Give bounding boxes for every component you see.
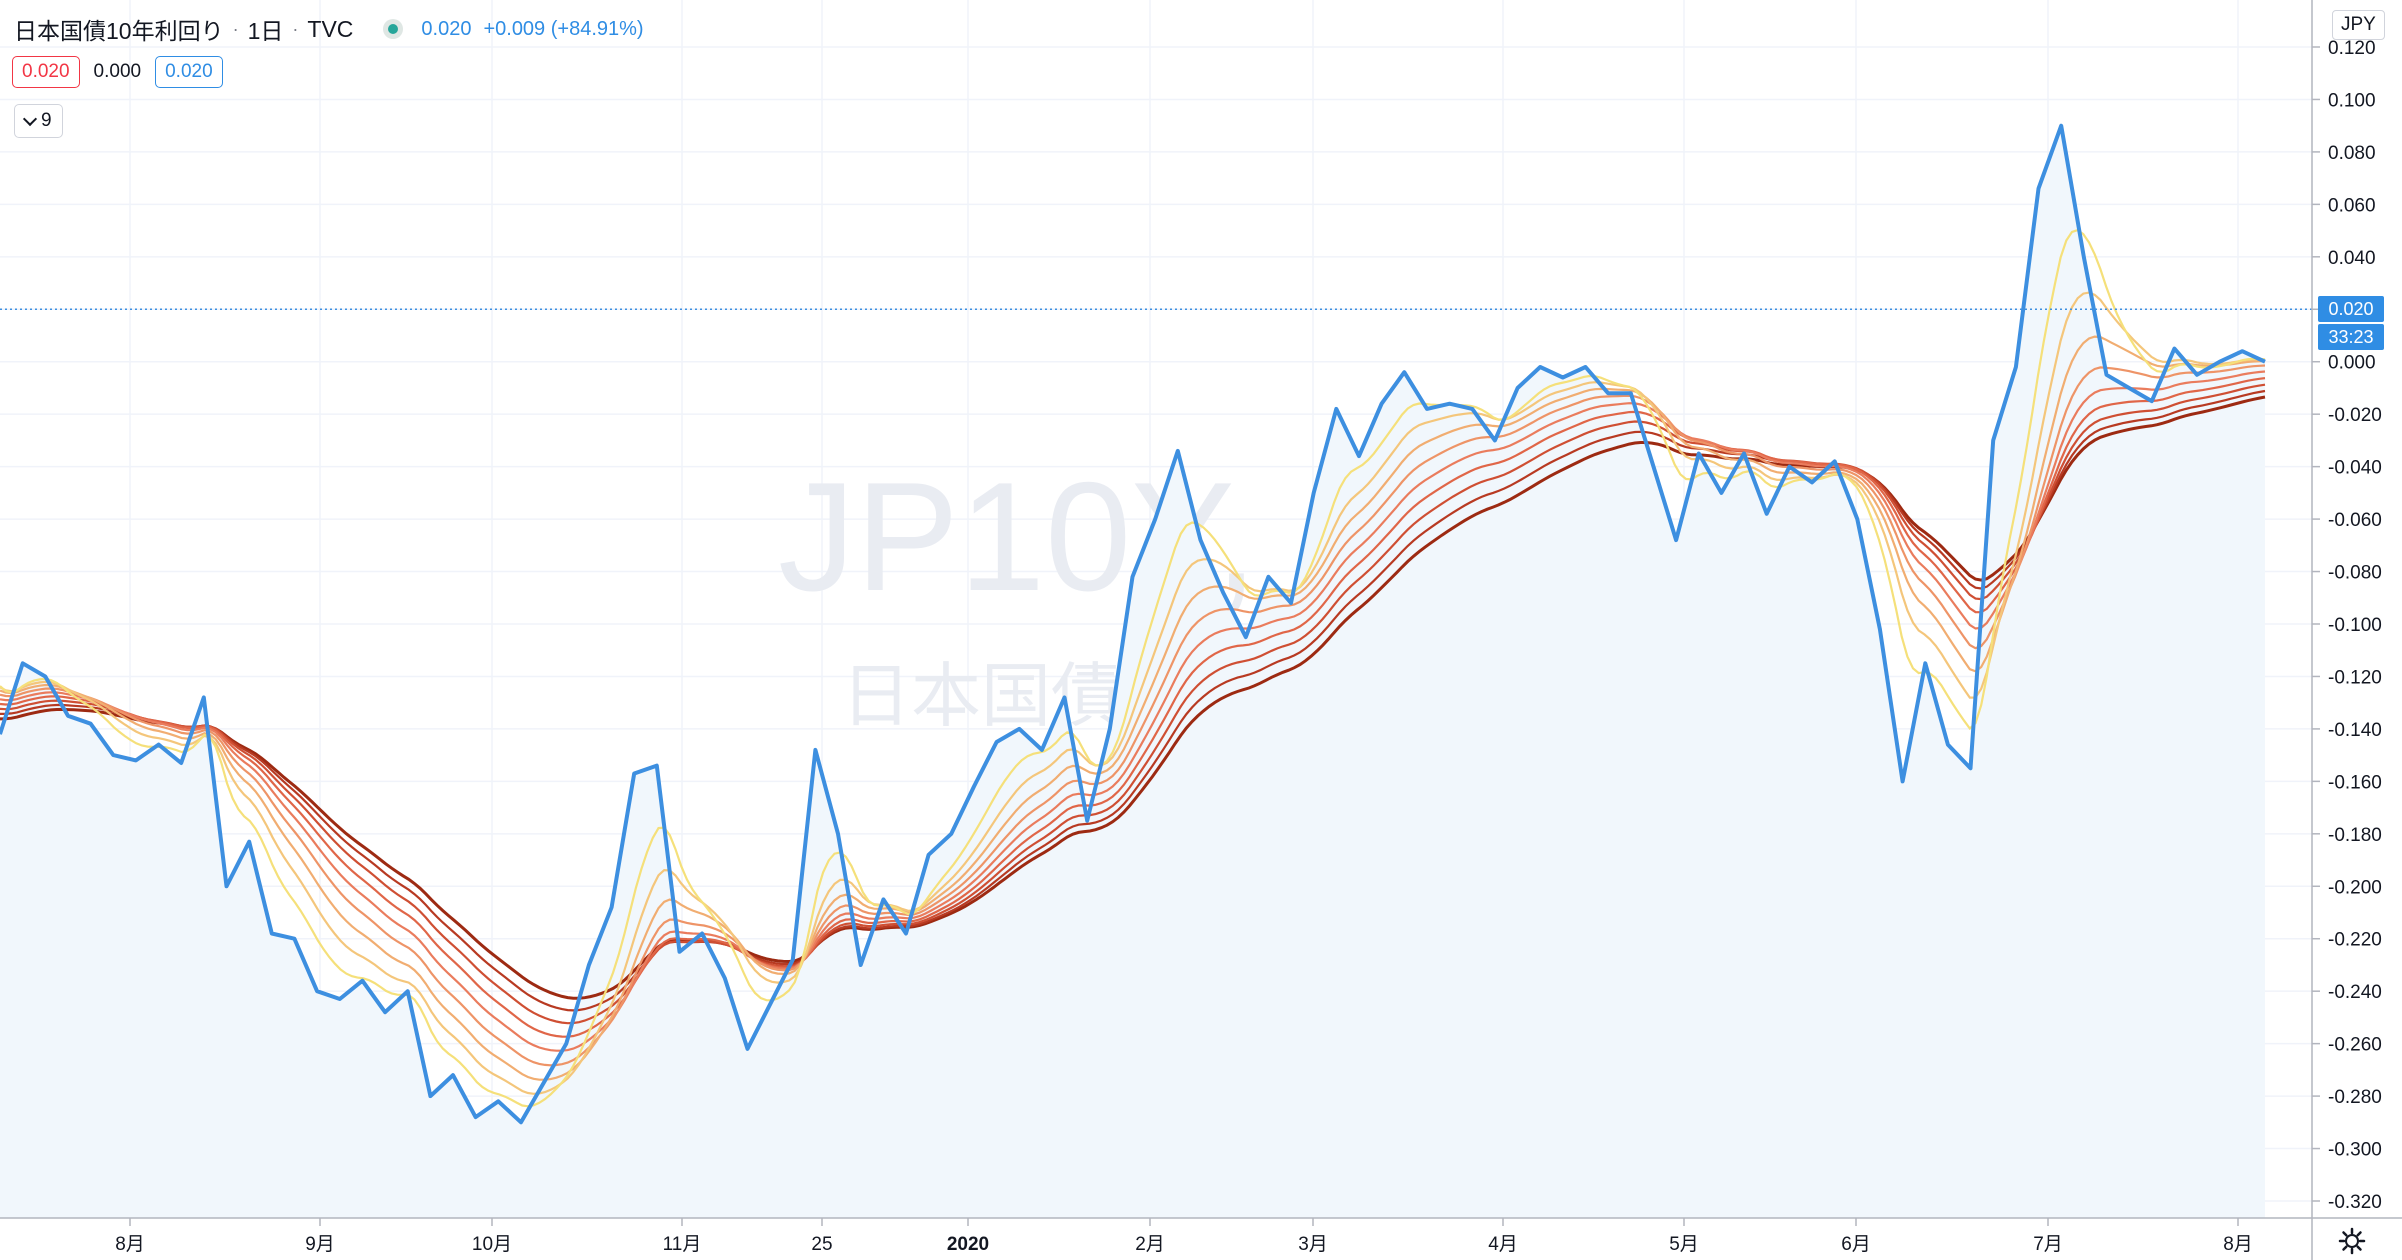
x-tick-label: 3月 <box>1298 1234 1328 1255</box>
x-tick-label: 7月 <box>2033 1234 2063 1255</box>
y-tick-label: -0.300 <box>2328 1140 2382 1161</box>
y-tick-label: -0.260 <box>2328 1035 2382 1056</box>
y-tick-label: -0.020 <box>2328 405 2382 426</box>
market-status-icon[interactable] <box>383 19 404 39</box>
bar-countdown-tag: 33:23 <box>2318 324 2384 351</box>
x-tick-label: 5月 <box>1669 1234 1699 1255</box>
x-tick-label: 9月 <box>305 1234 335 1255</box>
price-area <box>0 125 2265 1219</box>
ema-line-7 <box>0 383 2266 1025</box>
ema-line-8 <box>0 389 2266 1012</box>
indicators-collapse-button[interactable]: 9 <box>14 104 63 138</box>
y-tick-label: -0.080 <box>2328 563 2382 584</box>
ema-line-3 <box>0 335 2265 1081</box>
y-tick-label: -0.120 <box>2328 667 2382 688</box>
price-line <box>0 123 2266 1125</box>
indicator-value-2: 0.000 <box>93 61 142 82</box>
indicator-legend: 0.020 0.000 0.020 <box>12 56 223 88</box>
x-tick-label: 8月 <box>115 1234 145 1255</box>
y-tick-label: -0.040 <box>2328 458 2382 479</box>
ema-line-2 <box>0 291 2266 1095</box>
separator-dot: · <box>292 18 299 39</box>
last-price: 0.020 <box>421 17 472 40</box>
x-tick-label: 25 <box>811 1234 832 1255</box>
y-tick-label: -0.100 <box>2328 615 2382 636</box>
indicator-count: 9 <box>41 110 52 131</box>
ema-line-4 <box>0 364 2266 1067</box>
x-tick-label: 11月 <box>663 1234 702 1255</box>
interval-label[interactable]: 1日 <box>247 18 284 44</box>
gear-icon[interactable] <box>2338 1227 2366 1255</box>
y-tick-label: 0.080 <box>2328 143 2376 164</box>
y-tick-label: -0.140 <box>2328 720 2382 741</box>
y-tick-label: -0.320 <box>2328 1192 2382 1213</box>
x-tick-label: 2020 <box>947 1234 989 1255</box>
indicator-value-3: 0.020 <box>155 56 223 88</box>
symbol-header: 日本国債10年利回り · 1日 · TVC 0.020 +0.009 (+84.… <box>14 12 656 46</box>
y-tick-label: -0.180 <box>2328 825 2382 846</box>
x-tick-label: 6月 <box>1841 1234 1871 1255</box>
y-tick-label: 0.060 <box>2328 195 2376 216</box>
y-tick-label: -0.060 <box>2328 510 2382 531</box>
price-change: +0.009 (+84.91%) <box>483 17 644 40</box>
x-tick-label: 10月 <box>472 1234 512 1255</box>
ema-line-6 <box>0 377 2266 1038</box>
x-tick-label: 2月 <box>1135 1234 1165 1255</box>
chevron-down-icon <box>22 111 38 126</box>
last-price-tag: 0.020 <box>2318 296 2384 323</box>
y-tick-label: 0.040 <box>2328 248 2376 269</box>
y-tick-label: -0.240 <box>2328 982 2382 1003</box>
separator-dot: · <box>232 18 239 39</box>
currency-label[interactable]: JPY <box>2332 10 2385 40</box>
source-label: TVC <box>307 15 354 42</box>
y-tick-label: -0.220 <box>2328 930 2382 951</box>
symbol-title[interactable]: 日本国債10年利回り <box>14 18 224 44</box>
y-tick-label: -0.200 <box>2328 877 2382 898</box>
y-tick-label: 0.120 <box>2328 38 2376 59</box>
y-tick-label: -0.160 <box>2328 772 2382 793</box>
indicator-value-1: 0.020 <box>12 56 80 88</box>
ema-line-1 <box>0 228 2266 1108</box>
price-axis[interactable]: 0.120 0.100 0.080 0.060 0.040 0.020 0.000 -0.02… <box>2312 38 2382 1213</box>
time-axis[interactable]: 8月 9月 10月 11月 25 2020 2月 3月 4月 5月 6月 7月 8月 <box>115 1218 2253 1255</box>
y-tick-label: 0.000 <box>2328 353 2376 374</box>
ema-line-5 <box>0 370 2266 1052</box>
x-tick-label: 4月 <box>1488 1234 1518 1255</box>
x-tick-label: 8月 <box>2223 1234 2253 1255</box>
ema-ribbon <box>0 228 2266 1108</box>
y-tick-label: 0.100 <box>2328 90 2376 111</box>
y-tick-label: -0.280 <box>2328 1087 2382 1108</box>
